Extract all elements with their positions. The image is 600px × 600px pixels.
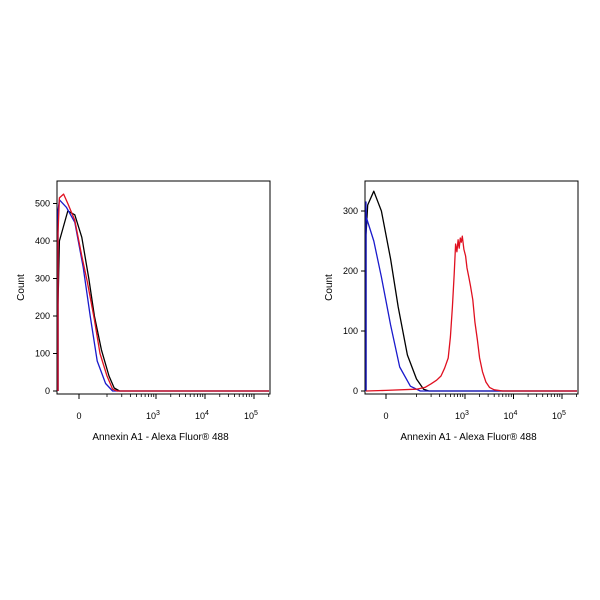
y-axis-title: Count (324, 274, 335, 301)
histogram-series-1 (57, 210, 269, 392)
x-tick-label: 103 (455, 410, 469, 421)
chart-panel-right: 0 100 200 300 0 103 104 105 Annexin A1 - Alexa F… (324, 180, 579, 443)
plot-frame (56, 180, 271, 395)
y-tick-label: 0 (353, 386, 358, 396)
x-tick-label: 105 (552, 410, 566, 421)
x-axis-title: Annexin A1 - Alexa Fluor® 488 (92, 432, 229, 443)
x-tick-label: 104 (195, 410, 209, 421)
x-tick-label: 0 (383, 411, 388, 421)
plot-frame (364, 180, 579, 395)
y-tick-label: 100 (35, 349, 50, 359)
x-tick-label: 104 (504, 410, 518, 421)
y-tick-label: 300 (35, 274, 50, 284)
y-tick-label: 200 (35, 311, 50, 321)
y-tick-label: 200 (343, 266, 358, 276)
histogram-series-2 (365, 201, 577, 392)
x-tick-label: 0 (76, 411, 81, 421)
chart-panel-left: 0 100 200 300 400 500 0 103 104 105 Annexin A1 - A… (16, 180, 271, 443)
histogram-series-3 (57, 193, 269, 392)
x-axis-title: Annexin A1 - Alexa Fluor® 488 (400, 432, 537, 443)
histogram-series-3 (365, 235, 577, 392)
y-tick-label: 0 (45, 386, 50, 396)
x-tick-label: 105 (244, 410, 258, 421)
x-tick-label: 103 (146, 410, 160, 421)
y-tick-label: 100 (343, 326, 358, 336)
y-tick-label: 300 (343, 206, 358, 216)
y-tick-label: 400 (35, 236, 50, 246)
y-tick-label: 500 (35, 199, 50, 209)
y-axis-title: Count (16, 274, 27, 301)
